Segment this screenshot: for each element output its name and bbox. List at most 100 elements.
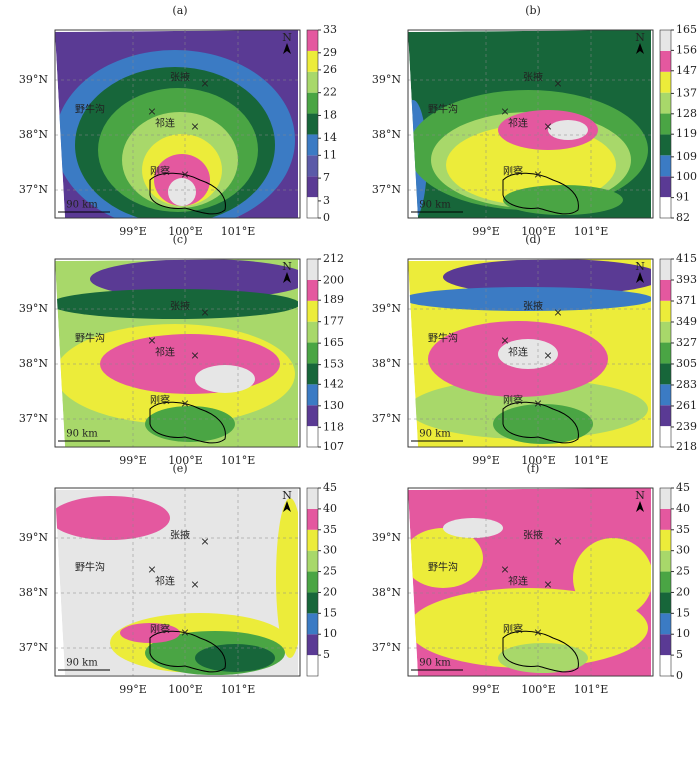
colorbar-tick-label: 30 [323, 544, 337, 557]
place-marker: × [147, 334, 156, 347]
place-label: 张掖 [523, 529, 543, 542]
place-label: 野牛沟 [428, 103, 458, 116]
lat-label: 39°N [372, 73, 401, 86]
place-label: 野牛沟 [75, 103, 105, 116]
colorbar-tick-label: 18 [323, 108, 337, 121]
map-border [407, 258, 654, 448]
colorbar-swatch [307, 113, 318, 135]
map-zone [408, 528, 483, 588]
place-marker: × [190, 578, 199, 591]
colorbar-swatch [660, 197, 671, 218]
place-marker: × [147, 563, 156, 576]
panel-label: (e) [172, 462, 187, 475]
colorbar-tick-label: 35 [676, 523, 690, 536]
colorbar-swatch [660, 426, 671, 447]
scale-label: 90 km [419, 200, 451, 211]
lon-label: 99°E [472, 683, 500, 696]
colorbar-swatch [660, 30, 671, 51]
colorbar-tick-label: 212 [323, 252, 344, 265]
colorbar-tick-label: 26 [323, 63, 337, 76]
place-label: 祁连 [508, 117, 528, 130]
place-label: 张掖 [523, 71, 543, 84]
panel: (b)39°N38°N37°N99°E 100°E 101°E×张掖×野牛沟×祁连×… [372, 4, 697, 238]
map-zone [55, 496, 170, 540]
colorbar-tick-label: 100 [676, 170, 697, 183]
panel-label: (d) [525, 233, 541, 246]
lat-label: 37°N [19, 412, 48, 425]
north-label: N [635, 31, 645, 44]
map [408, 488, 651, 676]
colorbar-tick-label: 177 [323, 315, 344, 328]
map [408, 30, 651, 218]
colorbar-swatch [660, 342, 671, 364]
map-border [54, 29, 301, 219]
lake [149, 630, 226, 673]
colorbar-tick-label: 0 [323, 211, 330, 224]
map-zone [145, 406, 235, 442]
place-label: 祁连 [508, 575, 528, 588]
map-zone [573, 538, 651, 618]
map-border [407, 29, 654, 219]
colorbar-tick-label: 3 [323, 194, 330, 207]
lat-label: 37°N [19, 183, 48, 196]
place-marker: × [533, 168, 542, 181]
panel: (f)39°N38°N37°N99°E 100°E 101°E×张掖×野牛沟×祁连×… [372, 462, 690, 696]
north-label: N [635, 489, 645, 502]
colorbar-tick-label: 327 [676, 336, 697, 349]
colorbar-tick-label: 10 [323, 627, 337, 640]
colorbar-swatch [660, 571, 671, 593]
colorbar-frame [306, 258, 319, 448]
map-zone [443, 518, 503, 538]
colorbar-swatch [307, 321, 318, 343]
colorbar-tick-label: 15 [323, 606, 337, 619]
colorbar-swatch [660, 50, 671, 72]
map-zone [493, 404, 593, 444]
map-zone [195, 644, 275, 672]
colorbar-tick-label: 165 [323, 336, 344, 349]
scale-label: 90 km [66, 200, 98, 211]
colorbar-swatch [307, 92, 318, 114]
colorbar-tick-label: 415 [676, 252, 697, 265]
place-label: 野牛沟 [428, 332, 458, 345]
scale-label: 90 km [419, 658, 451, 669]
colorbar-swatch [660, 259, 671, 280]
colorbar-swatch [660, 613, 671, 635]
place-marker: × [543, 578, 552, 591]
place-label: 祁连 [155, 117, 175, 130]
place-marker: × [500, 334, 509, 347]
colorbar-swatch [307, 550, 318, 572]
place-label: 祁连 [508, 346, 528, 359]
lake [149, 172, 226, 215]
lon-label: 99°E [472, 225, 500, 238]
lat-label: 38°N [372, 586, 401, 599]
colorbar-tick-label: 45 [676, 481, 690, 494]
colorbar-tick-label: 33 [323, 23, 337, 36]
lat-label: 38°N [19, 586, 48, 599]
colorbar-swatch [307, 176, 318, 198]
lake [502, 630, 579, 673]
panel: (d)39°N38°N37°N99°E 100°E 101°E×张掖×野牛沟×祁连×… [372, 233, 697, 467]
map-zone [503, 185, 623, 215]
colorbar-swatch [307, 529, 318, 551]
colorbar-tick-label: 5 [676, 648, 683, 661]
colorbar-tick-label: 305 [676, 357, 697, 370]
map-border [54, 258, 301, 448]
lat-label: 38°N [372, 357, 401, 370]
place-marker: × [533, 626, 542, 639]
lat-label: 38°N [19, 357, 48, 370]
place-label: 刚察 [150, 623, 170, 636]
place-marker: × [180, 168, 189, 181]
map-zone [498, 339, 558, 369]
scale-label: 90 km [66, 429, 98, 440]
colorbar-tick-label: 107 [323, 440, 344, 453]
colorbar-tick-label: 153 [323, 358, 344, 371]
map-zone [498, 643, 588, 673]
colorbar-tick-label: 200 [323, 273, 344, 286]
place-marker: × [200, 77, 209, 90]
panel-label: (a) [172, 4, 187, 17]
place-label: 刚察 [503, 623, 523, 636]
lon-label: 101°E [221, 225, 256, 238]
place-label: 野牛沟 [75, 332, 105, 345]
colorbar-tick-label: 147 [676, 64, 697, 77]
